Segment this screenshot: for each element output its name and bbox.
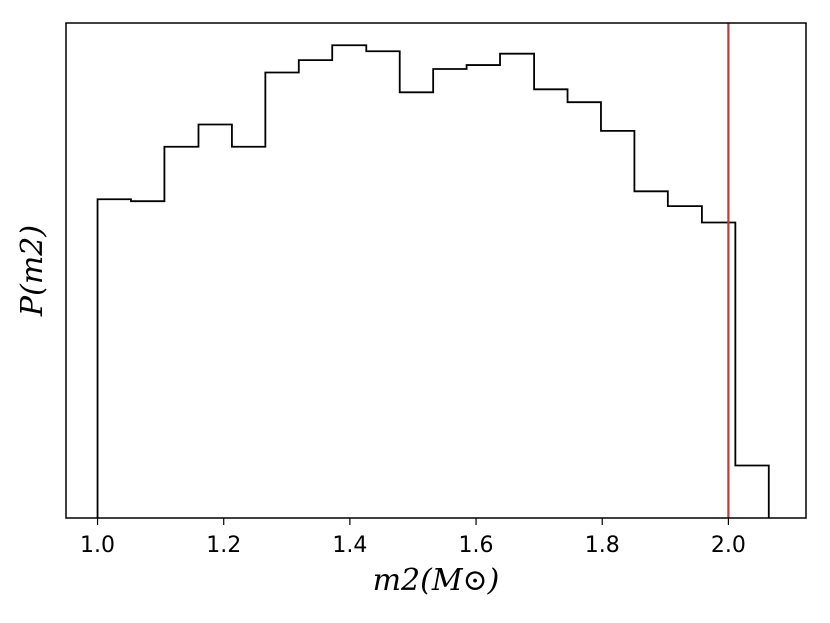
x-tick-label: 1.4	[332, 533, 367, 558]
x-tick-label: 2.0	[711, 533, 746, 558]
x-tick-label: 1.2	[206, 533, 241, 558]
histogram-step-series	[96, 44, 770, 518]
x-tick-label: 1.8	[585, 533, 620, 558]
x-tick-label: 1.0	[80, 533, 115, 558]
plot-area	[65, 22, 807, 519]
x-axis-label: m2(M⊙)	[373, 563, 500, 598]
x-tick-label: 1.6	[459, 533, 494, 558]
x-axis-ticks: 1.0 1.2 1.4 1.6 1.8 2.0	[80, 518, 746, 558]
axes-frame	[65, 22, 807, 519]
y-axis-label: P(m2)	[15, 225, 50, 317]
